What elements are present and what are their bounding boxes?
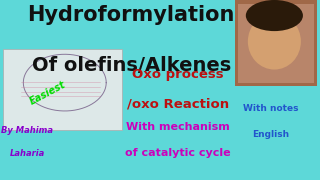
Text: English: English [252, 130, 289, 139]
Text: Laharia: Laharia [10, 149, 45, 158]
Text: Oxo process: Oxo process [132, 68, 223, 81]
FancyBboxPatch shape [235, 0, 317, 86]
Text: Hydroformylation: Hydroformylation [28, 5, 235, 25]
Text: With mechanism: With mechanism [126, 122, 229, 132]
FancyBboxPatch shape [238, 4, 314, 83]
FancyBboxPatch shape [3, 49, 122, 130]
Text: Easiest: Easiest [28, 80, 68, 107]
Ellipse shape [246, 0, 303, 31]
Text: Of olefins/Alkenes: Of olefins/Alkenes [32, 56, 231, 75]
Text: With notes: With notes [243, 104, 298, 113]
Text: /oxo Reaction: /oxo Reaction [126, 97, 229, 110]
Text: of catalytic cycle: of catalytic cycle [125, 148, 230, 158]
Ellipse shape [248, 13, 301, 69]
Text: By Mahima: By Mahima [1, 126, 53, 135]
